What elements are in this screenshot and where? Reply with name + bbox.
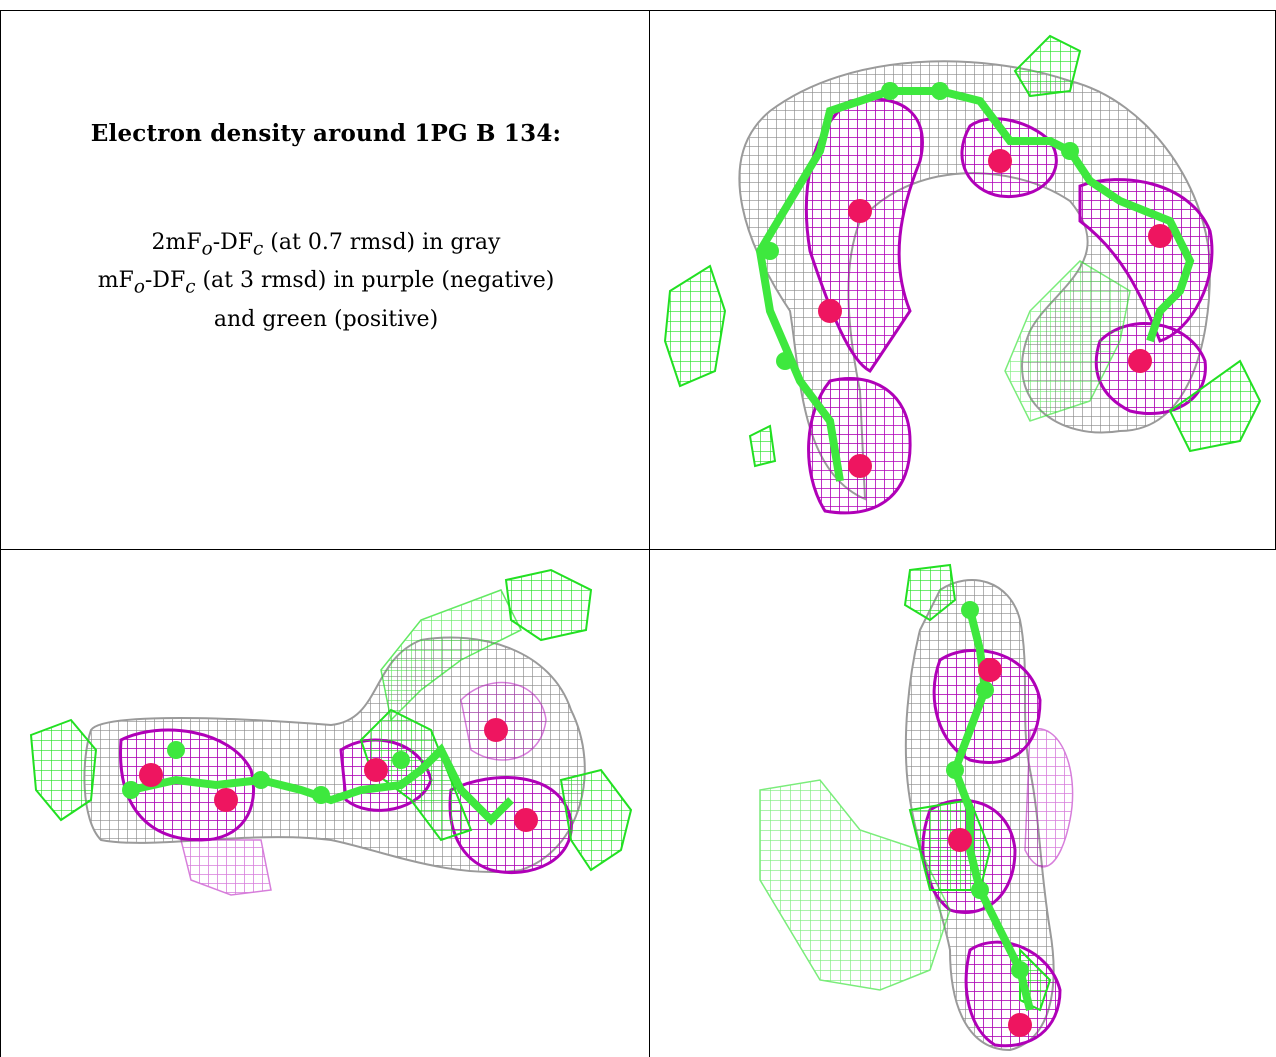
density-view-top-right <box>650 11 1275 549</box>
caption-line-3: and green (positive) <box>213 306 439 332</box>
caption-title: Electron density around 1PG B 134: <box>90 120 562 147</box>
table-border-top <box>0 10 1276 11</box>
caption-line-2: mFo-DFc (at 3 rmsd) in purple (negative) <box>97 268 555 298</box>
density-view-bottom-right <box>650 550 1275 1057</box>
green-blobs <box>663 34 1262 468</box>
density-view-bottom-left <box>1 550 649 1057</box>
density-image-3 <box>759 563 1074 1052</box>
density-image-2 <box>29 568 633 896</box>
table-border-left <box>0 10 1 1057</box>
caption-line-1: 2mFo-DFc (at 0.7 rmsd) in gray <box>151 230 501 260</box>
table-divider-horizontal <box>0 549 1276 550</box>
density-image-1 <box>663 34 1262 515</box>
caption-cell: Electron density around 1PG B 134: 2mFo-… <box>20 120 632 336</box>
table-divider-vertical <box>649 10 650 1057</box>
molecule-model <box>946 601 1034 1037</box>
molecule-model <box>122 718 538 832</box>
molecule-model <box>755 82 1195 482</box>
